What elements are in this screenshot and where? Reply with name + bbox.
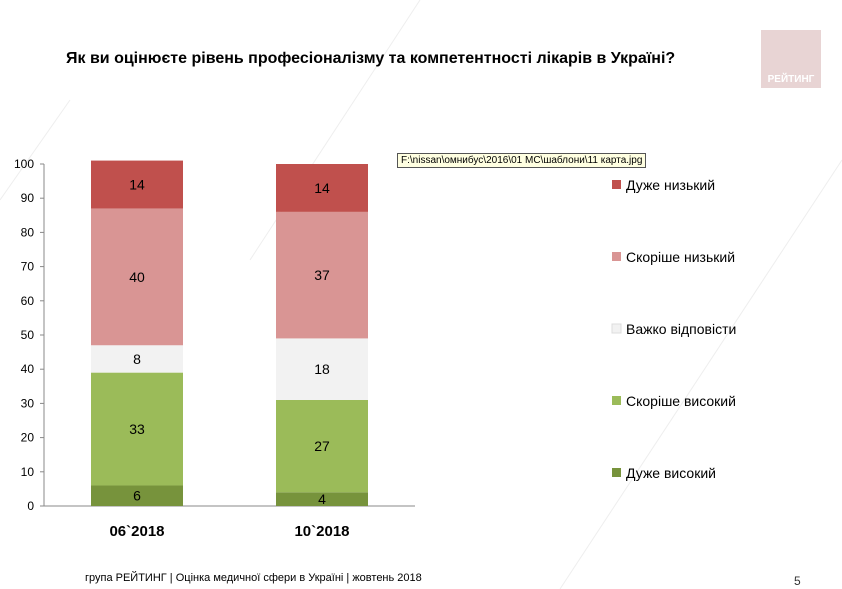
slide-title: Як ви оцінюєте рівень професіоналізму та… [66, 50, 676, 67]
data-label: 18 [314, 361, 330, 377]
bar-segment [91, 485, 183, 506]
y-tick-label: 90 [21, 191, 35, 205]
data-label: 27 [314, 438, 330, 454]
bar-segment [91, 208, 183, 346]
y-tick-label: 10 [21, 465, 35, 479]
data-label: 6 [133, 488, 141, 504]
x-tick-label: 10`2018 [294, 523, 349, 540]
y-tick-label: 20 [21, 431, 35, 445]
legend-label: Важко відповісти [626, 321, 736, 337]
legend-swatch [612, 252, 621, 261]
bar-segment [276, 399, 368, 493]
legend-label: Дуже низький [626, 177, 715, 193]
legend-swatch [612, 468, 621, 477]
legend-label: Скоріше низький [626, 249, 735, 265]
file-path-tooltip: F:\nissan\омнибус\2016\01 МС\шаблони\11 … [397, 153, 647, 168]
logo-text: РЕЙТИНГ [767, 74, 815, 85]
y-tick-label: 70 [21, 260, 35, 274]
y-tick-label: 30 [21, 396, 35, 410]
decorative-line [559, 159, 842, 589]
data-label: 33 [129, 421, 145, 437]
y-tick-label: 80 [21, 225, 35, 239]
footer-text: група РЕЙТИНГ | Оцінка медичної сфери в … [85, 572, 422, 584]
legend-label: Дуже високий [626, 465, 716, 481]
data-label: 14 [129, 177, 145, 193]
page-number: 5 [794, 574, 801, 588]
decorative-line [0, 99, 71, 201]
legend-label: Скоріше високий [626, 393, 736, 409]
data-label: 40 [129, 269, 145, 285]
bar-segment [91, 372, 183, 486]
bar-segment [91, 345, 183, 373]
data-label: 4 [318, 491, 326, 507]
bar-segment [276, 211, 368, 339]
y-tick-label: 40 [21, 362, 35, 376]
bar-segment [276, 338, 368, 400]
bar-segment [276, 164, 368, 212]
data-label: 8 [133, 351, 141, 367]
legend-swatch [612, 396, 621, 405]
rating-logo: РЕЙТИНГ [761, 30, 821, 88]
y-tick-label: 60 [21, 294, 35, 308]
y-tick-label: 0 [27, 499, 34, 513]
y-tick-label: 50 [21, 328, 35, 342]
bar-segment [276, 492, 368, 506]
y-tick-label: 100 [14, 157, 34, 171]
legend-swatch [612, 180, 621, 189]
data-label: 14 [314, 180, 330, 196]
bar-segment [91, 160, 183, 209]
legend-swatch [611, 323, 622, 334]
x-tick-label: 06`2018 [109, 523, 164, 540]
data-label: 37 [314, 267, 330, 283]
